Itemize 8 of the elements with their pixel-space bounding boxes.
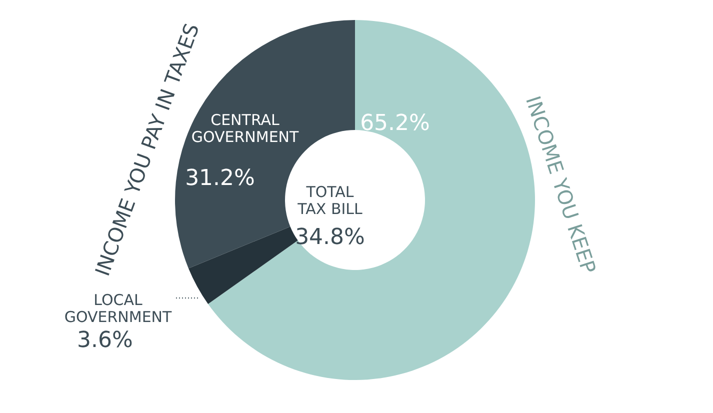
donut-slice — [188, 226, 298, 304]
data-label: 3.6% — [77, 328, 133, 353]
text: TOTAL TAX BILL — [296, 183, 364, 218]
slice-label: LOCAL GOVERNMENT — [64, 291, 173, 326]
slice-label: CENTRAL GOVERNMENT — [191, 111, 300, 146]
text: 34.8% — [295, 225, 365, 250]
data-label: 31.2% — [185, 166, 255, 191]
data-label: 65.2% — [360, 111, 430, 136]
